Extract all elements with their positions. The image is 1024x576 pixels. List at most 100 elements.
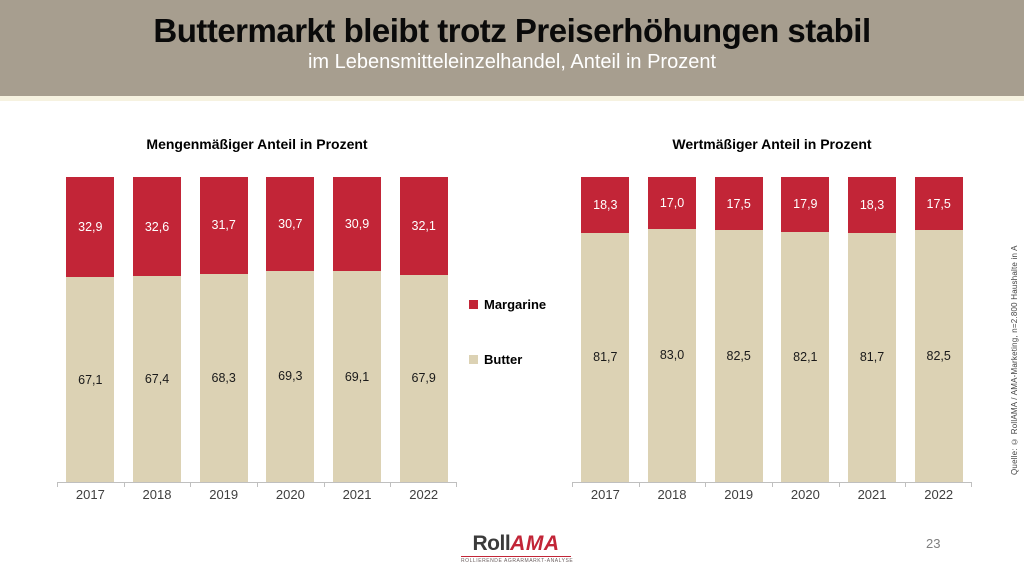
chart-title-value: Wertmäßiger Anteil in Prozent bbox=[672, 136, 872, 152]
year-label: 2017 bbox=[590, 487, 620, 502]
bar-segment-butter: 82,1 bbox=[781, 231, 830, 482]
chart-title-volume: Mengenmäßiger Anteil in Prozent bbox=[146, 136, 368, 152]
year-label: 2021 bbox=[857, 487, 887, 502]
bar-segment-butter: 68,3 bbox=[199, 273, 248, 482]
bar-value-label: 81,7 bbox=[859, 350, 885, 365]
bar-segment-margarine: 31,7 bbox=[199, 177, 248, 274]
rollama-logo-text: RollAMA bbox=[461, 533, 571, 554]
stacked-bar-2022: 17,5 82,5 bbox=[914, 177, 963, 482]
bar-segment-butter: 67,9 bbox=[399, 274, 448, 482]
year-label: 2019 bbox=[724, 487, 754, 502]
year-label: 2020 bbox=[275, 487, 305, 502]
year-label: 2017 bbox=[75, 487, 105, 502]
bar-value-label: 30,9 bbox=[344, 217, 370, 232]
axis-tick bbox=[638, 483, 640, 487]
axis-tick bbox=[323, 483, 325, 487]
bar-segment-butter: 67,1 bbox=[66, 277, 115, 482]
slide-title: Buttermarkt bleibt trotz Preiserhöhungen… bbox=[153, 12, 871, 49]
bar-column-2018: 32,6 67,4 bbox=[124, 177, 191, 482]
plot-area-volume: 32,9 67,1 32,6 67,4 31,7 68,3 30,7 69,3 30,9 69,1… bbox=[57, 177, 457, 482]
year-label: 2018 bbox=[657, 487, 687, 502]
stacked-bar-2017: 18,3 81,7 bbox=[581, 177, 630, 482]
bar-segment-margarine: 17,5 bbox=[714, 177, 763, 231]
bar-value-label: 67,1 bbox=[78, 372, 103, 387]
bar-value-label: 32,9 bbox=[78, 220, 103, 235]
x-axis-labels-volume: 2017 2018 2019 2020 2021 2022 bbox=[57, 487, 457, 502]
bar-value-label: 32,1 bbox=[411, 218, 436, 233]
stacked-bar-2019: 17,5 82,5 bbox=[714, 177, 763, 482]
bar-value-label: 17,5 bbox=[926, 196, 951, 211]
bar-value-label: 69,3 bbox=[278, 369, 303, 384]
legend: Margarine Butter bbox=[469, 297, 546, 367]
slide-header: Buttermarkt bleibt trotz Preiserhöhungen… bbox=[0, 0, 1024, 101]
legend-label-butter: Butter bbox=[484, 352, 523, 367]
bar-column-2017: 32,9 67,1 bbox=[57, 177, 124, 482]
bar-segment-margarine: 32,9 bbox=[66, 177, 115, 278]
legend-swatch-margarine bbox=[469, 300, 478, 309]
x-axis-volume bbox=[57, 482, 457, 487]
bar-column-2020: 17,9 82,1 bbox=[772, 177, 839, 482]
bar-segment-butter: 82,5 bbox=[914, 230, 963, 482]
bar-segment-butter: 69,1 bbox=[333, 271, 382, 482]
stacked-bar-2017: 32,9 67,1 bbox=[66, 177, 115, 482]
axis-tick bbox=[838, 483, 840, 487]
bar-column-2020: 30,7 69,3 bbox=[257, 177, 324, 482]
bar-column-2019: 31,7 68,3 bbox=[190, 177, 257, 482]
bar-segment-margarine: 30,9 bbox=[333, 177, 382, 272]
bar-column-2022: 32,1 67,9 bbox=[390, 177, 457, 482]
axis-tick bbox=[57, 483, 58, 487]
bar-value-label: 83,0 bbox=[659, 348, 685, 363]
stacked-bar-2021: 18,3 81,7 bbox=[848, 177, 897, 482]
axis-tick bbox=[257, 483, 258, 487]
bar-value-label: 82,5 bbox=[926, 349, 951, 364]
axis-tick bbox=[705, 483, 707, 487]
bar-segment-margarine: 32,6 bbox=[133, 177, 181, 277]
axis-tick bbox=[390, 483, 392, 487]
slide-subtitle: im Lebensmitteleinzelhandel, Anteil in P… bbox=[307, 50, 717, 73]
stacked-bar-2018: 17,0 83,0 bbox=[648, 177, 696, 482]
bar-value-label: 67,4 bbox=[144, 372, 170, 387]
axis-tick bbox=[123, 483, 125, 487]
logo-roll-text: Roll bbox=[472, 532, 511, 555]
axis-tick bbox=[456, 483, 457, 487]
stacked-bar-2020: 30,7 69,3 bbox=[266, 177, 315, 482]
bar-value-label: 69,1 bbox=[344, 369, 370, 384]
bar-value-label: 82,5 bbox=[726, 349, 751, 364]
plot-area-value: 18,3 81,7 17,0 83,0 17,5 82,5 17,9 82,1 18,3 81,7… bbox=[572, 177, 972, 482]
axis-tick bbox=[190, 483, 192, 487]
chart-value-share: Wertmäßiger Anteil in Prozent 18,3 81,7 17… bbox=[572, 130, 972, 510]
bar-column-2017: 18,3 81,7 bbox=[572, 177, 639, 482]
legend-item-margarine: Margarine bbox=[469, 297, 546, 312]
bar-value-label: 17,0 bbox=[659, 195, 685, 210]
logo-ama-text: AMA bbox=[510, 532, 560, 555]
bar-segment-margarine: 18,3 bbox=[581, 177, 630, 233]
stacked-bar-2018: 32,6 67,4 bbox=[133, 177, 181, 482]
legend-item-butter: Butter bbox=[469, 352, 546, 367]
bar-column-2021: 30,9 69,1 bbox=[324, 177, 391, 482]
stacked-bar-2021: 30,9 69,1 bbox=[333, 177, 382, 482]
rollama-logo-tagline: ROLLIERENDE AGRARMARKT-ANALYSE bbox=[461, 556, 574, 564]
stacked-bar-2020: 17,9 82,1 bbox=[781, 177, 830, 482]
legend-label-margarine: Margarine bbox=[484, 297, 547, 312]
bar-segment-butter: 69,3 bbox=[266, 270, 315, 482]
rollama-logo: RollAMA ROLLIERENDE AGRARMARKT-ANALYSE bbox=[461, 533, 574, 564]
year-label: 2020 bbox=[790, 487, 820, 502]
page-number: 23 bbox=[926, 536, 941, 551]
bar-segment-butter: 82,5 bbox=[714, 230, 763, 482]
bar-value-label: 32,6 bbox=[144, 219, 170, 234]
axis-tick bbox=[971, 483, 972, 487]
stacked-bar-2022: 32,1 67,9 bbox=[399, 177, 448, 482]
x-axis-value bbox=[572, 482, 972, 487]
bar-value-label: 30,7 bbox=[278, 216, 303, 231]
bar-segment-margarine: 32,1 bbox=[399, 177, 448, 275]
bar-segment-butter: 81,7 bbox=[848, 232, 897, 482]
axis-tick bbox=[572, 483, 573, 487]
bar-segment-butter: 81,7 bbox=[581, 232, 630, 482]
bar-value-label: 31,7 bbox=[211, 218, 236, 233]
bar-value-label: 17,5 bbox=[726, 196, 751, 211]
axis-tick bbox=[905, 483, 907, 487]
legend-swatch-butter bbox=[469, 355, 478, 364]
bar-column-2019: 17,5 82,5 bbox=[705, 177, 772, 482]
bar-value-label: 18,3 bbox=[593, 197, 618, 212]
